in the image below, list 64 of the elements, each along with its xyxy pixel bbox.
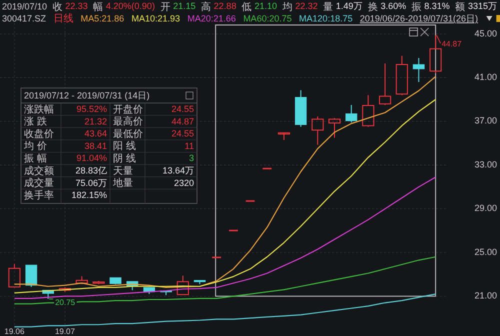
annotation: 11 [184, 140, 194, 151]
text: 低 21.10 [242, 1, 278, 13]
annotation: 21.32 [84, 116, 107, 126]
annotation: 44.87 [171, 116, 194, 126]
candlestick [412, 57, 425, 83]
annotation: 43.64 [84, 128, 107, 139]
annotation: 开盘价 [113, 103, 143, 116]
annotation: 成交额 [24, 164, 54, 177]
text: 额 3315万 [455, 0, 497, 13]
annotation: 最低价 [113, 128, 143, 140]
annotation: 阴 线 [113, 152, 136, 164]
text: 收 22.33 [52, 1, 88, 13]
annotation: 2019/06/26-2019/07/31(26日) [360, 13, 478, 24]
text: MA5:21.86 [80, 13, 124, 24]
text: 幅 4.20%(0.90) [93, 0, 155, 13]
annotation: 涨 跌 [24, 116, 47, 128]
annotation: 换手率 [24, 189, 54, 202]
text: 开 21.15 [160, 1, 196, 13]
annotation: 2019/07/12 - 2019/07/31 (14日) [24, 90, 150, 100]
y-tick-label: 41.00 [474, 72, 497, 82]
annotation: 涨跌幅 [24, 103, 54, 116]
annotation: 收盘价 [24, 128, 54, 140]
text: 换 3.60% [368, 0, 406, 13]
y-tick-label: 25.00 [474, 246, 497, 257]
annotation: 地量 [112, 177, 133, 190]
annotation: 28.83亿 [75, 166, 107, 176]
annotation: 75.06万 [75, 178, 107, 188]
text: MA10:21.93 [131, 13, 180, 24]
annotation: 最高价 [113, 116, 143, 128]
text: 均 22.32 [281, 0, 318, 13]
annotation: 3 [188, 153, 194, 164]
candlestick [362, 94, 374, 128]
text: 高 22.88 [201, 0, 236, 13]
annotation: 44.87 [442, 39, 462, 48]
annotation: 阳 线 [113, 140, 136, 152]
text: MA60:20.75 [243, 13, 292, 24]
annotation: 24.55 [171, 104, 194, 114]
annotation: 13.64万 [162, 166, 194, 176]
annotation: 182.15% [71, 190, 107, 200]
y-tick-label: 21.00 [474, 290, 497, 301]
y-tick-label: 37.00 [474, 116, 497, 126]
y-tick-label: 45.00 [474, 28, 497, 38]
annotation: 振 幅 [24, 152, 47, 164]
chart-title: 2019/07/10 [2, 1, 48, 12]
annotation: 成交量 [24, 177, 54, 190]
x-tick-label: 19.06 [4, 327, 25, 336]
text: MA120:18.75 [299, 13, 353, 24]
y-tick-label: 29.00 [474, 203, 497, 214]
annotation: 91.04% [76, 153, 107, 164]
annotation: 2320 [174, 178, 194, 188]
annotation: 95.52% [76, 104, 107, 114]
x-tick-label: 19.07 [54, 327, 76, 336]
text: 振 8.31% [411, 0, 450, 13]
y-tick-label: 33.00 [474, 159, 497, 170]
line-series [14, 293, 436, 328]
annotation: 均 价 [23, 140, 47, 152]
text: 量 1.49万 [323, 1, 362, 13]
line-series [14, 176, 436, 299]
annotation: 300417.SZ [2, 13, 47, 24]
annotation: 日线 [53, 12, 74, 25]
annotation: 38.41 [84, 140, 107, 151]
annotation: 天量 [113, 166, 133, 177]
annotation: 24.55 [171, 128, 194, 139]
text: MA20:21.66 [187, 13, 236, 24]
